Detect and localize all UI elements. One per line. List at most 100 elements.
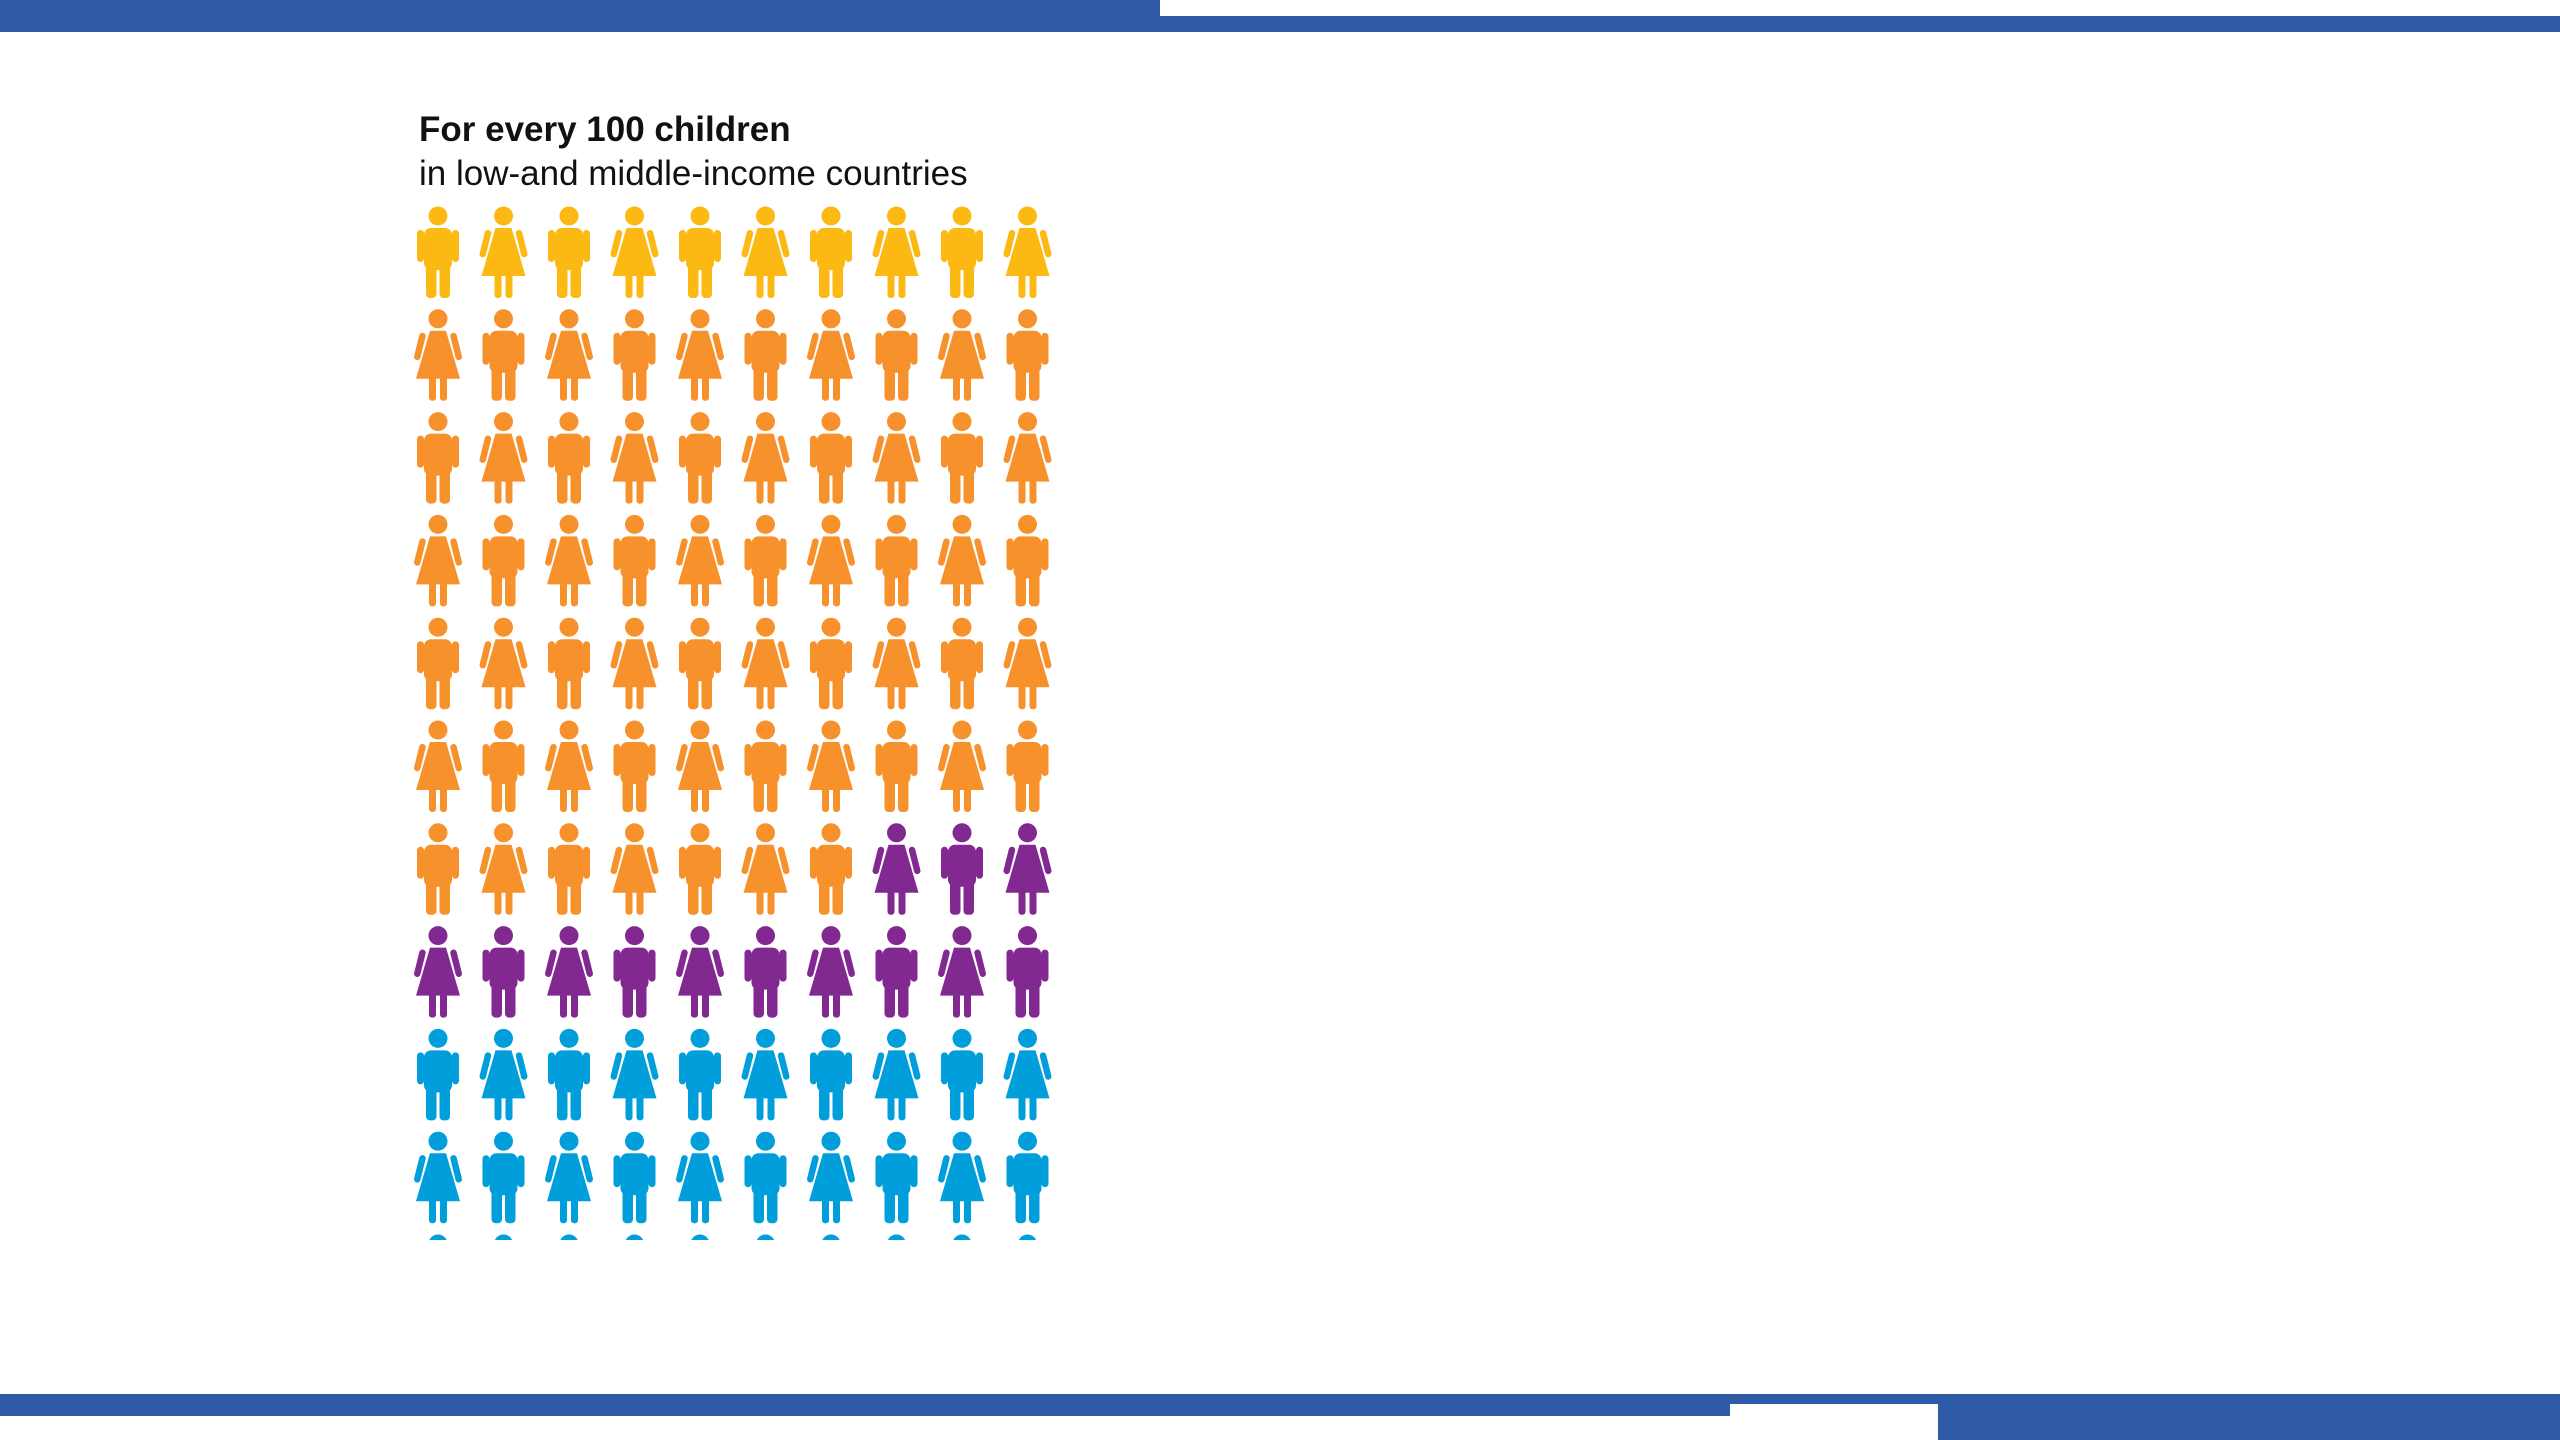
top-accent-bar-left [0,0,1160,32]
girl-icon-group-2 [937,309,987,401]
boy-icon-group-2 [679,823,721,915]
boy-icon-group-4 [560,1234,578,1240]
girl-icon-group-2 [675,514,725,607]
boy-icon-group-2 [548,823,590,915]
girl-icon-group-2 [872,412,921,504]
girl-icon-group-2 [413,309,463,401]
girl-icon-group-2 [544,514,594,607]
boy-icon-group-2 [875,514,918,607]
boy-icon-group-2 [613,720,656,812]
boy-icon-group-3 [613,926,656,1018]
boy-icon-group-4 [613,1131,656,1224]
girl-icon-group-2 [1003,617,1052,710]
boy-icon-group-1 [548,206,590,298]
girl-icon-group-4 [675,1131,725,1224]
girl-icon-group-2 [806,720,856,812]
boy-icon-group-4 [744,1131,787,1224]
girl-icon-group-2 [413,720,463,812]
girl-icon-group-3 [872,823,921,915]
girl-icon-group-1 [872,206,921,298]
girl-icon-group-2 [741,412,790,504]
girl-icon-group-4 [937,1131,987,1224]
girl-icon-group-4 [544,1131,594,1224]
boy-icon-group-2 [417,823,459,915]
boy-icon-group-2 [875,720,918,812]
boy-icon-group-2 [810,823,852,915]
girl-icon-group-4 [479,1028,528,1121]
girl-icon-group-2 [544,309,594,401]
boy-icon-group-3 [875,926,918,1018]
boy-icon-group-2 [613,514,656,607]
girl-icon-group-3 [675,926,725,1018]
girl-icon-group-1 [479,206,528,298]
girl-icon-group-2 [413,514,463,607]
girl-icon-group-4 [413,1131,463,1224]
girl-icon-group-4 [610,1028,659,1121]
girl-icon-group-4 [806,1131,856,1224]
boy-icon-group-1 [679,206,721,298]
girl-icon-group-2 [937,720,987,812]
boy-icon-group-2 [1006,720,1049,812]
girl-icon-group-4 [741,1028,790,1121]
girl-icon-group-2 [610,412,659,504]
pictogram-chart [413,206,1052,1240]
girl-icon-group-2 [610,617,659,710]
boy-icon-group-4 [875,1131,918,1224]
boy-icon-group-4 [953,1234,971,1240]
boy-icon-group-2 [744,309,787,401]
boy-icon-group-1 [417,206,459,298]
girl-icon-group-2 [479,412,528,504]
top-accent-bar-right [1160,16,2560,32]
boy-icon-group-2 [548,617,590,710]
girl-icon-group-3 [937,926,987,1018]
boy-icon-group-4 [482,1131,525,1224]
bottom-accent-bar-right [1938,1394,2560,1440]
boy-icon-group-4 [1006,1131,1049,1224]
girl-icon-group-4 [494,1234,513,1240]
girl-icon-group-1 [1003,206,1052,298]
boy-icon-group-3 [744,926,787,1018]
chart-title: For every 100 children [419,110,791,149]
boy-icon-group-3 [1006,926,1049,1018]
boy-icon-group-3 [941,823,983,915]
boy-icon-group-2 [941,617,983,710]
bottom-accent-bar-middle [1730,1394,1938,1404]
boy-icon-group-4 [822,1234,840,1240]
boy-icon-group-2 [1006,309,1049,401]
girl-icon-group-2 [610,823,659,915]
boy-icon-group-2 [482,309,525,401]
boy-icon-group-2 [679,412,721,504]
girl-icon-group-3 [806,926,856,1018]
boy-icon-group-2 [744,514,787,607]
boy-icon-group-2 [941,412,983,504]
boy-icon-group-4 [941,1028,983,1121]
girl-icon-group-2 [544,720,594,812]
boy-icon-group-4 [417,1028,459,1121]
boy-icon-group-3 [482,926,525,1018]
girl-icon-group-2 [479,823,528,915]
girl-icon-group-4 [872,1028,921,1121]
boy-icon-group-2 [482,720,525,812]
girl-icon-group-3 [413,926,463,1018]
girl-icon-group-2 [479,617,528,710]
girl-icon-group-2 [806,309,856,401]
girl-icon-group-4 [1003,1028,1052,1121]
girl-icon-group-2 [806,514,856,607]
boy-icon-group-4 [429,1234,447,1240]
boy-icon-group-2 [1006,514,1049,607]
boy-icon-group-4 [691,1234,709,1240]
girl-icon-group-2 [741,617,790,710]
girl-icon-group-2 [675,309,725,401]
girl-icon-group-1 [741,206,790,298]
boy-icon-group-1 [810,206,852,298]
boy-icon-group-2 [744,720,787,812]
boy-icon-group-4 [679,1028,721,1121]
girl-icon-group-2 [937,514,987,607]
girl-icon-group-2 [741,823,790,915]
girl-icon-group-4 [887,1234,906,1240]
boy-icon-group-4 [810,1028,852,1121]
girl-icon-group-3 [1003,823,1052,915]
boy-icon-group-2 [417,617,459,710]
boy-icon-group-1 [941,206,983,298]
girl-icon-group-4 [625,1234,644,1240]
